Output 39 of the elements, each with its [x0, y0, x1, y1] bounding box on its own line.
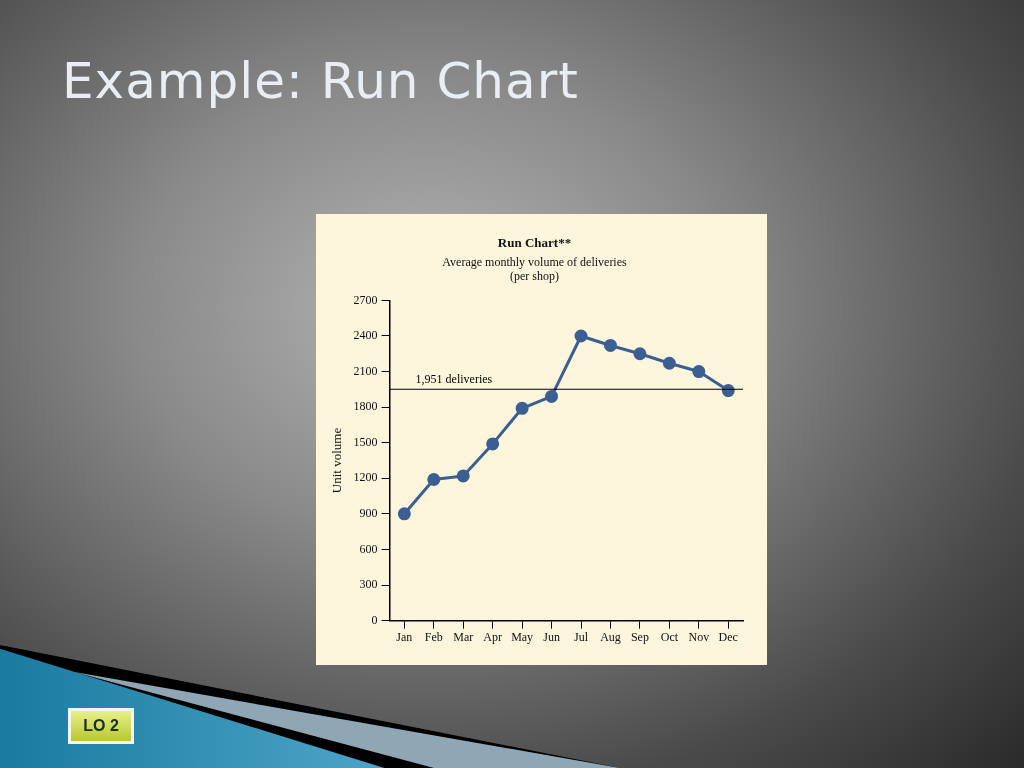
point [545, 389, 559, 403]
point [574, 329, 588, 343]
y-tick-label: 300 [359, 577, 378, 592]
y-tick-label: 1200 [353, 470, 378, 485]
y-tick-label: 2400 [353, 328, 378, 343]
y-tick-label: 1500 [353, 434, 378, 449]
x-tick-label: Feb [424, 629, 443, 644]
point [692, 365, 706, 379]
y-tick-label: 2700 [353, 292, 378, 307]
x-tick-label: Oct [660, 629, 679, 644]
y-tick-label: 900 [359, 506, 378, 521]
point [486, 437, 500, 451]
x-tick-label: Jul [574, 629, 589, 644]
y-tick-label: 2100 [353, 363, 378, 378]
point [603, 338, 617, 352]
y-tick-label: 1800 [353, 399, 378, 414]
chart-subtitle: Average monthly volume of deliveries (per shop) [442, 254, 628, 284]
text: LO 2 [68, 708, 134, 744]
x-tick-label: Aug [600, 629, 621, 644]
chart-title: Run Chart** [497, 235, 572, 251]
x-tick-label: Nov [688, 629, 710, 644]
x-tick-label: Apr [483, 629, 503, 644]
x-tick-label: Mar [453, 629, 474, 644]
y-axis-title: Unit volume [329, 427, 345, 494]
ref-line-label: 1,951 deliveries [415, 372, 493, 387]
point [427, 472, 441, 486]
point [515, 401, 529, 415]
x-tick-label: Sep [630, 629, 649, 644]
point [662, 356, 676, 370]
x-tick-label: May [511, 629, 534, 644]
y-tick-label: 600 [359, 541, 378, 556]
point [397, 507, 411, 521]
point [633, 347, 647, 361]
x-tick-label: Jun [543, 629, 560, 644]
text: Example: Run Chart [62, 52, 579, 110]
y-tick-label: 0 [371, 612, 378, 627]
x-tick-label: Dec [718, 629, 738, 644]
x-tick-label: Jan [396, 629, 413, 644]
point [456, 469, 470, 483]
